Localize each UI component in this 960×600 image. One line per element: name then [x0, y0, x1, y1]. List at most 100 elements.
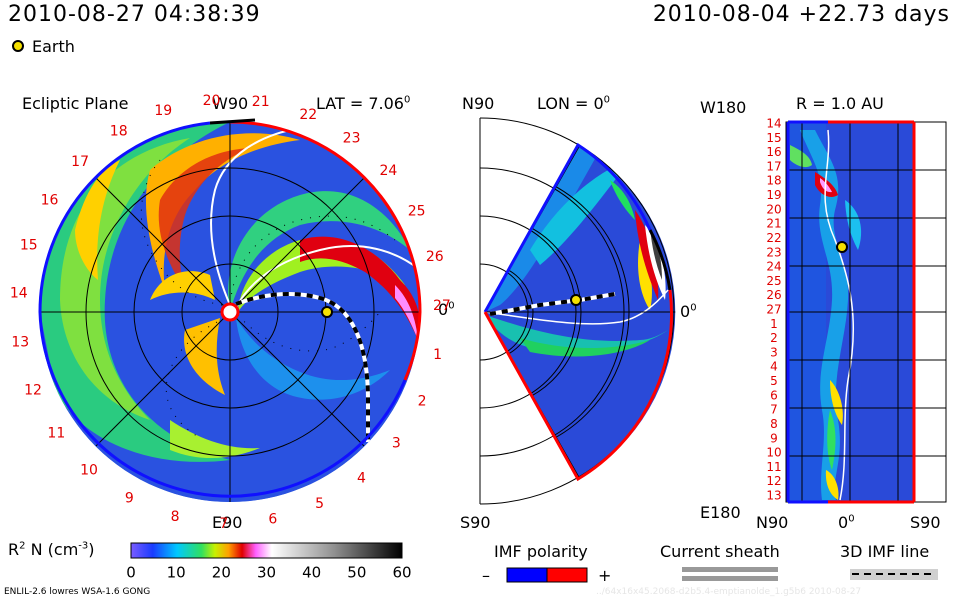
ecliptic-day-label: 27	[433, 298, 451, 314]
colorbar-tick-label: 0	[126, 564, 136, 582]
radial-day-label: 13	[766, 489, 781, 503]
radial-day-label: 23	[766, 245, 781, 259]
ecliptic-top-label: W90	[212, 94, 249, 113]
ecliptic-day-label: 22	[299, 107, 317, 123]
meridional-lon-label: LON = 00	[537, 94, 611, 113]
ecliptic-day-label: 16	[41, 193, 59, 209]
earth-legend-marker	[12, 40, 24, 52]
radial-day-label: 16	[766, 145, 781, 159]
ecliptic-day-label: 13	[11, 335, 29, 351]
colorbar-tick-label: 50	[347, 564, 366, 582]
radial-day-label: 24	[766, 260, 781, 274]
radial-day-label: 26	[766, 288, 781, 302]
ecliptic-day-label: 11	[47, 426, 65, 442]
radial-day-label: 14	[766, 117, 781, 131]
current-sheath-label: Current sheath	[660, 542, 780, 561]
polarity-minus-label: –	[482, 566, 490, 585]
ecliptic-day-label: 9	[125, 491, 134, 507]
ecliptic-day-label: 5	[315, 496, 324, 512]
ecliptic-day-label: 14	[10, 286, 28, 302]
radial-day-label: 5	[770, 374, 778, 388]
ecliptic-day-label: 6	[268, 512, 277, 528]
ecliptic-day-label: 25	[408, 203, 426, 219]
radial-day-label: 18	[766, 174, 781, 188]
colorbar-quantity-label: R2 N (cm-3)	[8, 540, 95, 559]
colorbar-tick-label: 40	[302, 564, 321, 582]
polarity-pos-swatch	[546, 567, 588, 583]
radial-x-right-label: S90	[910, 513, 941, 532]
watermark-footer: ../64x16x45.2068-d2b5.4-emptianolde_1.g5…	[596, 587, 862, 597]
model-footer: ENLIL-2.6 lowres WSA-1.6 GONG	[4, 587, 151, 597]
ecliptic-right-label: 00	[438, 300, 455, 319]
ecliptic-day-labels: 20 21222324252627123456789101112131415161…	[10, 93, 451, 532]
radial-day-label: 9	[770, 431, 778, 445]
radial-x-left-label: N90	[756, 513, 789, 532]
imf-line-label: 3D IMF line	[840, 542, 930, 561]
colorbar: 0 10 20 30 40 50 60	[126, 542, 412, 582]
datetime-label: 2010-08-27 04:38:39	[8, 2, 261, 27]
ecliptic-day-label: 19	[154, 103, 172, 119]
ecliptic-day-label: 20	[203, 93, 221, 109]
ecliptic-day-label: 10	[80, 462, 98, 478]
radial-day-label: 17	[766, 159, 781, 173]
ecliptic-day-label: 8	[171, 509, 180, 525]
radial-plot: 1415161718192021222324252627123456789101…	[766, 117, 947, 504]
radial-x-mid-label: 00	[838, 513, 855, 532]
legend-graphics	[506, 567, 938, 583]
meridional-right-label: 00	[680, 302, 697, 321]
radial-day-label: 1	[770, 317, 778, 331]
ecliptic-day-label: 2	[418, 394, 427, 410]
colorbar-tick-label: 30	[257, 564, 276, 582]
sheath-swatch-2	[682, 576, 778, 581]
radial-day-label: 15	[766, 131, 781, 145]
imf-polarity-label: IMF polarity	[494, 542, 588, 561]
sheath-swatch-1	[682, 567, 778, 572]
radial-day-label: 22	[766, 231, 781, 245]
ecliptic-lat-label: LAT = 7.060	[316, 94, 411, 113]
radial-day-label: 21	[766, 217, 781, 231]
ecliptic-day-label: 26	[426, 249, 444, 265]
ecliptic-day-label: 24	[379, 163, 397, 179]
ecliptic-day-label: 1	[433, 347, 442, 363]
polarity-plus-label: +	[598, 566, 612, 585]
ecliptic-day-label: 23	[343, 130, 361, 146]
radial-day-label: 8	[770, 417, 778, 431]
radial-day-label: 12	[766, 474, 781, 488]
meridional-top-label: N90	[462, 94, 495, 113]
radial-day-label: 11	[766, 460, 781, 474]
polarity-neg-swatch	[506, 567, 548, 583]
earth-marker-ecliptic	[321, 306, 333, 318]
radial-day-label: 19	[766, 188, 781, 202]
earth-legend-label: Earth	[32, 37, 75, 56]
radial-day-label: 20	[766, 202, 781, 216]
ecliptic-plot: 20 21222324252627123456789101112131415161…	[10, 93, 451, 532]
radial-day-label: 10	[766, 446, 781, 460]
ecliptic-day-label: 4	[357, 470, 366, 486]
colorbar-tick-label: 10	[167, 564, 186, 582]
ecliptic-day-label: 12	[24, 382, 42, 398]
meridional-bottom-label: S90	[460, 513, 491, 532]
reference-time-label: 2010-08-04 +22.73 days	[652, 2, 950, 27]
radial-day-label: 4	[770, 360, 778, 374]
colorbar-tick-label: 20	[212, 564, 231, 582]
ecliptic-day-label: 18	[110, 124, 128, 140]
radial-bottom-label: E180	[700, 503, 741, 522]
radial-day-label: 7	[770, 403, 778, 417]
ecliptic-day-label: 17	[71, 154, 89, 170]
ecliptic-title: Ecliptic Plane	[22, 94, 129, 113]
earth-marker-radial	[836, 241, 848, 253]
radial-top-label: W180	[700, 98, 747, 117]
radial-day-label: 3	[770, 345, 778, 359]
ecliptic-day-label: 3	[392, 435, 401, 451]
radial-day-label: 6	[770, 388, 778, 402]
radial-day-label: 2	[770, 331, 778, 345]
radial-r-label: R = 1.0 AU	[796, 94, 884, 113]
ecliptic-day-label: 21	[252, 94, 270, 110]
colorbar-tick-label: 60	[392, 564, 411, 582]
earth-marker-meridional	[570, 294, 582, 306]
ecliptic-bottom-label: E90	[212, 513, 243, 532]
ecliptic-day-label: 7	[219, 516, 228, 532]
radial-day-label: 25	[766, 274, 781, 288]
radial-day-labels: 1415161718192021222324252627123456789101…	[766, 117, 781, 503]
